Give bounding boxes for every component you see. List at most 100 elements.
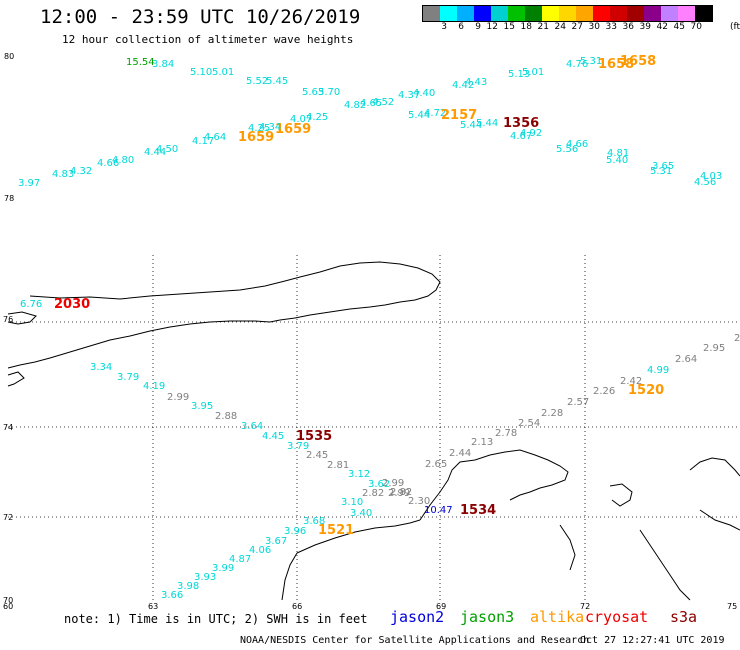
swh-value: 4.80 [112,155,134,166]
lon-label: 72 [580,602,590,611]
swh-value: 5.52 [246,76,268,87]
swh-value: 5.44 [408,110,430,121]
swh-value: 4.82 [344,100,366,111]
colorbar-tick-label: 70 [690,22,702,32]
swh-value: 2.81 [327,460,349,471]
swh-value: 3.10 [341,497,363,508]
colorbar-swatch [457,6,474,21]
lower-track-values: 6.76 20303.343.794.192.993.952.883.644.45… [20,297,740,601]
swh-value: 4.03 [700,171,722,182]
legend-cryosat: cryosat [585,608,649,626]
colorbar-tick-label: 15 [503,22,515,32]
swh-value: 2.65 [425,459,447,470]
swh-value: 3.96 [284,526,306,537]
pass-time-label: 2030 [54,297,90,312]
legend-jason3: jason3 [460,608,515,626]
map-subtitle: 12 hour collection of altimeter wave hei… [62,33,354,46]
swh-value: 4.64 [204,132,226,143]
swh-value: 3.95 [191,401,213,412]
swh-value: 4.56 [694,177,716,188]
pass-time-label: 1659 [275,122,311,137]
colorbar-swatch [440,6,457,21]
island-west [7,311,37,325]
swh-value: 5.10 [190,67,212,78]
legend-jason2: jason2 [390,608,445,626]
swh-value: 4.83 [52,169,74,180]
swh-value: 4.44 [144,147,166,158]
swh-value: 5.01 [212,67,234,78]
swh-value: 4.99 [647,365,669,376]
swh-value: 2.57 [567,397,589,408]
swh-value: 2.78 [495,428,517,439]
legend-altika: altika [530,608,585,626]
colorbar-tick-label: 30 [588,22,600,32]
swh-value: 3.66 [161,590,183,601]
colorbar-tick-label: 24 [554,22,566,32]
colorbar-swatch [661,6,678,21]
lon-label: 60 [3,602,13,611]
swh-value: 2.99 [388,488,410,499]
colorbar-tick-label: 12 [486,22,498,32]
gydan-east-coast [699,509,740,531]
swh-value: 4.06 [249,545,271,556]
colorbar-swatch [627,6,644,21]
swh-value: 5.56 [556,144,578,155]
legend-s3a: s3a [670,608,698,626]
ob-bay-coast [639,529,691,601]
swh-value: 3.68 [303,516,325,527]
baydaratskaya-coast [296,519,421,554]
swh-value: 3.65 [652,161,674,172]
colorbar-tick-label: 9 [475,22,481,32]
swh-value: 4.52 [372,97,394,108]
credit-line: NOAA/NESDIS Center for Satellite Applica… [240,635,590,646]
novaya-zemlya-north-coast [29,261,441,321]
swh-colorbar [422,5,713,22]
swh-value: 3.62 [368,479,390,490]
colorbar-swatch [474,6,491,21]
swh-value: 2.99 [167,392,189,403]
swh-value: 2.64 [675,354,697,365]
lat-label: 78 [4,194,14,203]
swh-value: 2.28 [541,408,563,419]
colorbar-swatch [610,6,627,21]
swh-value: 3.97 [18,178,40,189]
swh-value: 4.45 [262,431,284,442]
swh-value: 4.25 [248,123,270,134]
yamal-coast [419,449,569,521]
colorbar-tick-label: 21 [537,22,549,32]
swh-value: 2.99 [382,478,404,489]
swh-value: 5.44 [476,118,498,129]
swh-value: 4.19 [143,381,165,392]
swh-value: 2.13 [471,437,493,448]
pass-time-label: 1658 [620,54,656,69]
lat-label: 72 [3,513,13,522]
lon-label: 66 [292,602,302,611]
swh-value: 4.50 [156,144,178,155]
swh-value: 4.40 [413,88,435,99]
graticule [8,255,740,600]
swh-value: 4.66 [566,139,588,150]
swh-value: 5.01 [522,67,544,78]
colorbar-swatch [559,6,576,21]
swh-value: 5.44 [460,120,482,131]
swh-value: 4.72 [424,108,446,119]
lat-label: 74 [3,423,13,432]
gulf-island [609,483,633,507]
swh-value: 5.63 [302,87,324,98]
swh-value: 5.31 [650,166,672,177]
colorbar-swatch [644,6,661,21]
swh-value: 4.37 [398,90,420,101]
swh-value: 4.92 [520,128,542,139]
swh-value: 4.87 [229,554,251,565]
swh-value: 5.70 [318,87,340,98]
vaygach-coast [7,371,25,387]
swh-value: 5.13 [508,69,530,80]
lat-label: 70 [3,596,13,605]
colorbar-swatch [423,6,440,21]
pass-time-label: 1534 [460,503,496,518]
swh-value: 3.84 [152,59,174,70]
colorbar-tick-label: 33 [605,22,617,32]
swh-value: 3.40 [350,508,372,519]
